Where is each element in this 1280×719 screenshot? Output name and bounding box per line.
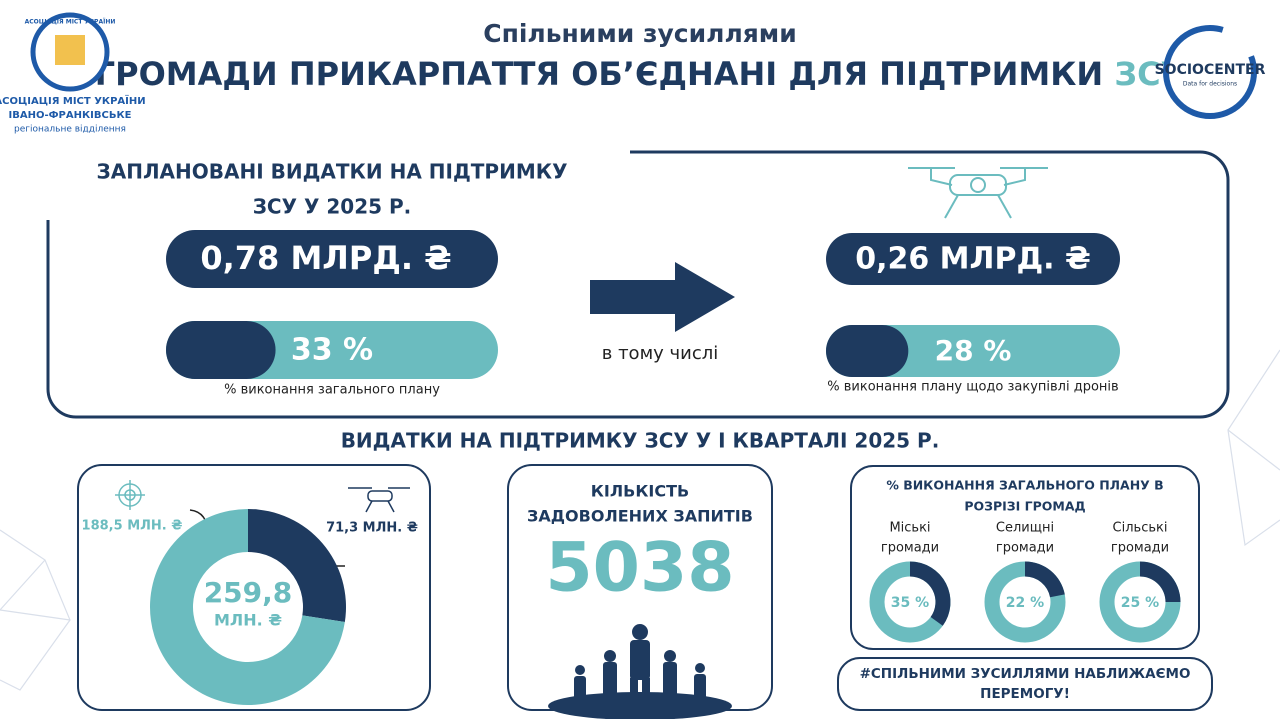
community-value: 35 % <box>891 595 929 611</box>
community-value: 22 % <box>1006 595 1044 611</box>
caption: % виконання плану щодо закупівлі дронів <box>827 380 1118 395</box>
community-value: 25 % <box>1121 595 1159 611</box>
subtitle: Спільними зусиллями <box>483 19 797 48</box>
logo-right-name: SOCIOCENTER <box>1155 62 1266 78</box>
drone-icon <box>908 167 1048 219</box>
progress-fill <box>166 321 276 379</box>
community-name: Міські <box>889 521 930 536</box>
progress-label: 33 % <box>291 333 373 368</box>
planned-heading: ЗАПЛАНОВАНІ ВИДАТКИ НА ПІДТРИМКУ <box>97 160 568 184</box>
communities-heading: РОЗРІЗІ ГРОМАД <box>964 499 1085 514</box>
community-name: громади <box>996 541 1054 556</box>
donut-segment <box>149 509 345 705</box>
total-pill <box>166 230 498 288</box>
panel-mask <box>40 140 630 220</box>
segment-label: 188,5 МЛН. ₴ <box>82 519 183 534</box>
requests-value: 5038 <box>545 529 734 608</box>
progress-label: 28 % <box>935 334 1012 367</box>
connector: в тому числі <box>602 343 719 364</box>
donut-card <box>77 464 431 711</box>
hashtag: ПЕРЕМОГУ! <box>980 686 1070 702</box>
caption: % виконання загального плану <box>224 383 440 398</box>
requests-heading: КІЛЬКІСТЬ <box>591 482 689 501</box>
logo-text: ІВАНО-ФРАНКІВСЬКЕ <box>9 110 132 121</box>
logo-text: регіональне відділення <box>14 125 126 135</box>
logo-right-tagline: Data for decisions <box>1183 81 1237 88</box>
donut-segment <box>910 561 951 626</box>
title-main: ГРОМАДИ ПРИКАРПАТТЯ ОБ’ЄДНАНІ ДЛЯ ПІДТРИ… <box>95 55 1103 93</box>
title: ГРОМАДИ ПРИКАРПАТТЯ ОБ’ЄДНАНІ ДЛЯ ПІДТРИ… <box>95 55 1185 93</box>
progress-fill <box>826 325 909 377</box>
community-name: громади <box>881 541 939 556</box>
soldiers-silhouette <box>548 624 732 719</box>
drones-total: 0,26 МЛРД. ₴ <box>855 242 1091 277</box>
logo-emblem <box>55 35 85 65</box>
decoration <box>0 349 1280 691</box>
total: 0,78 МЛРД. ₴ <box>200 239 451 277</box>
arrow <box>590 262 735 332</box>
logo-right <box>1163 25 1257 119</box>
communities-card <box>850 465 1200 650</box>
donut-segment <box>1140 561 1181 602</box>
community-name: Селищні <box>996 521 1054 536</box>
donut-unit: МЛН. ₴ <box>214 611 282 630</box>
hashtag: #СПІЛЬНИМИ ЗУСИЛЛЯМИ НАБЛИЖАЄМО <box>860 666 1191 682</box>
community-name: Сільські <box>1113 521 1168 536</box>
requests-heading: ЗАДОВОЛЕНИХ ЗАПИТІВ <box>527 507 753 526</box>
donut-total: 259,8 <box>204 576 293 609</box>
donut-segment <box>1025 561 1065 598</box>
donut-segment <box>248 509 346 622</box>
q1-heading: ВИДАТКИ НА ПІДТРИМКУ ЗСУ У І КВАРТАЛІ 20… <box>341 429 940 453</box>
hashtag-card <box>837 657 1213 711</box>
drones-pill <box>826 233 1120 285</box>
communities-heading: % ВИКОНАННЯ ЗАГАЛЬНОГО ПЛАНУ В <box>886 478 1163 493</box>
logo-ring-text: АСОЦІАЦІЯ МІСТ УКРАЇНИ <box>25 19 116 26</box>
segment-label: 71,3 МЛН. ₴ <box>326 521 418 536</box>
logo-text: АСОЦІАЦІЯ МІСТ УКРАЇНИ <box>0 93 146 107</box>
community-name: громади <box>1111 541 1169 556</box>
planned-panel <box>46 150 1230 419</box>
planned-heading: ЗСУ У 2025 Р. <box>253 195 412 219</box>
target-icon <box>115 480 145 510</box>
drone-icon-small <box>348 487 410 513</box>
